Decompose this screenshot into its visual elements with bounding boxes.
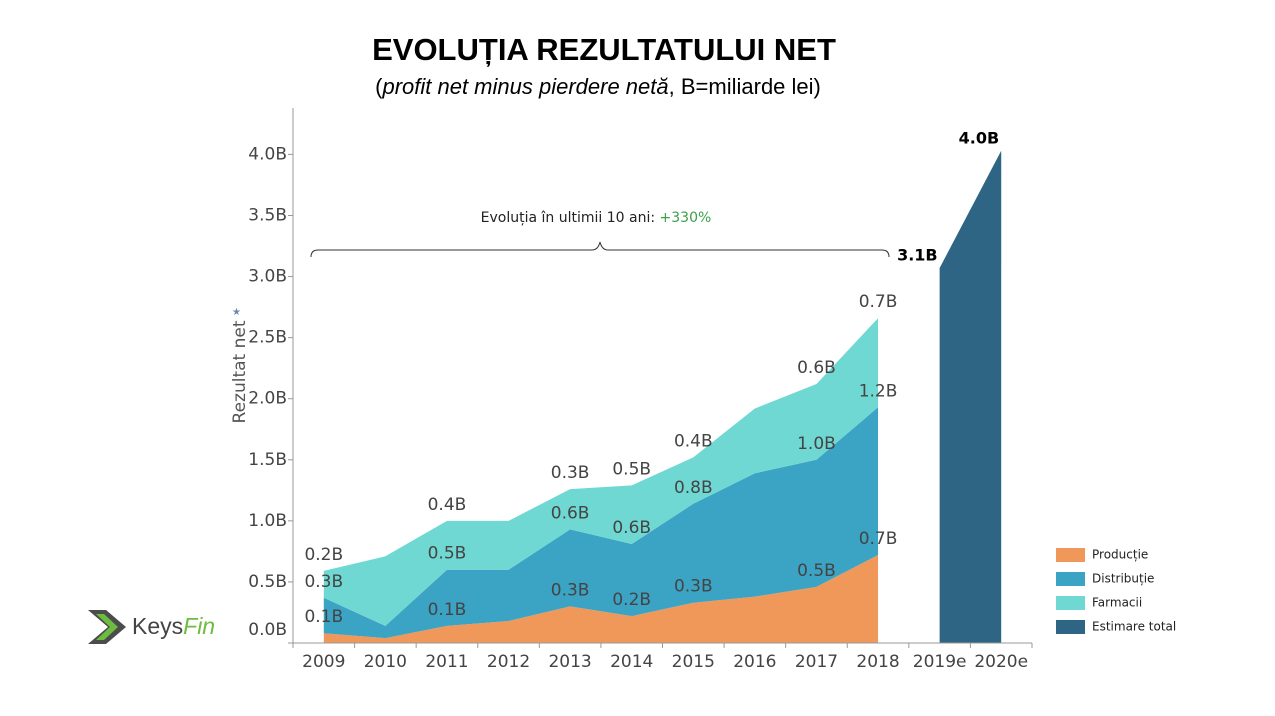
x-tick-label: 2012 <box>487 652 530 672</box>
x-tick-label: 2014 <box>610 652 653 672</box>
legend-swatch <box>1056 572 1085 586</box>
legend-label: Distribuție <box>1092 572 1154 586</box>
logo-part: Keys <box>132 613 183 639</box>
x-tick-label: 2009 <box>302 652 345 672</box>
y-tick-label: 2.0B <box>248 389 287 409</box>
x-tick-label: 2017 <box>795 652 838 672</box>
area <box>939 150 1002 643</box>
x-tick-label: 2018 <box>856 652 899 672</box>
data-label: 0.5B <box>428 544 467 564</box>
data-label: 0.4B <box>428 495 467 515</box>
data-label: 0.3B <box>551 463 590 483</box>
legend-swatch <box>1056 548 1085 562</box>
subtitle-part: profit net minus pierdere netă <box>381 74 668 99</box>
data-label: 0.5B <box>797 561 836 581</box>
data-label: 0.1B <box>428 600 467 620</box>
x-tick-label: 2019e <box>913 652 967 672</box>
x-tick-label: 2013 <box>548 652 591 672</box>
x-tick-label: 2015 <box>672 652 715 672</box>
data-label: 0.7B <box>859 292 898 312</box>
y-label-icon: ★ <box>232 307 241 318</box>
data-label: 0.6B <box>612 518 651 538</box>
data-label: 0.2B <box>612 590 651 610</box>
data-label: 0.5B <box>612 459 651 479</box>
y-axis-label: Rezultat net <box>230 320 250 423</box>
x-tick-label: 2010 <box>364 652 407 672</box>
legend-label: Producție <box>1092 548 1148 562</box>
x-tick-label: 2020e <box>974 652 1028 672</box>
y-tick-label: 3.0B <box>248 267 287 287</box>
y-tick-label: 1.5B <box>248 450 287 470</box>
data-label: 0.1B <box>304 607 343 627</box>
y-tick-label: 1.0B <box>248 511 287 531</box>
logo-icon <box>96 614 118 640</box>
chart-title: EVOLUȚIA REZULTATULUI NET <box>372 32 836 67</box>
y-tick-label: 4.0B <box>248 144 287 164</box>
area <box>323 318 879 626</box>
area <box>323 407 879 639</box>
area <box>323 555 879 643</box>
logo: KeysFin <box>88 610 215 644</box>
subtitle-part: , B=miliarde lei) <box>669 74 821 99</box>
subtitle-part: ( <box>375 74 383 99</box>
x-tick-label: 2016 <box>733 652 776 672</box>
y-tick-label: 0.0B <box>248 620 287 640</box>
data-label: 0.4B <box>674 431 713 451</box>
annotation: Evoluția în ultimii 10 ani: +330% <box>481 210 712 226</box>
data-label: 0.6B <box>797 358 836 378</box>
legend-swatch <box>1056 620 1085 634</box>
data-label: 0.6B <box>551 503 590 523</box>
logo-part: Fin <box>183 613 215 639</box>
data-label: 1.2B <box>859 381 898 401</box>
legend-label: Estimare total <box>1092 620 1176 634</box>
data-label: 0.2B <box>304 545 343 565</box>
annotation-text: Evoluția în ultimii 10 ani: <box>481 210 660 226</box>
chart-subtitle: (profit net minus pierdere netă, B=milia… <box>375 74 821 99</box>
logo-icon <box>88 610 126 644</box>
logo-text: KeysFin <box>132 613 215 639</box>
x-tick-label: 2011 <box>425 652 468 672</box>
legend-swatch <box>1056 596 1085 610</box>
data-label: 3.1B <box>897 246 938 265</box>
data-label: 1.0B <box>797 434 836 454</box>
data-label: 0.8B <box>674 478 713 498</box>
data-label: 4.0B <box>959 128 1000 147</box>
legend-label: Farmacii <box>1092 596 1142 610</box>
brace <box>310 241 890 258</box>
y-tick-label: 0.5B <box>248 572 287 592</box>
data-label: 0.3B <box>674 577 713 597</box>
data-label: 0.3B <box>304 572 343 592</box>
data-label: 0.7B <box>859 529 898 549</box>
y-tick-label: 3.5B <box>248 205 287 225</box>
y-tick-label: 2.5B <box>248 328 287 348</box>
annotation-highlight: +330% <box>660 210 712 226</box>
data-label: 0.3B <box>551 580 590 600</box>
